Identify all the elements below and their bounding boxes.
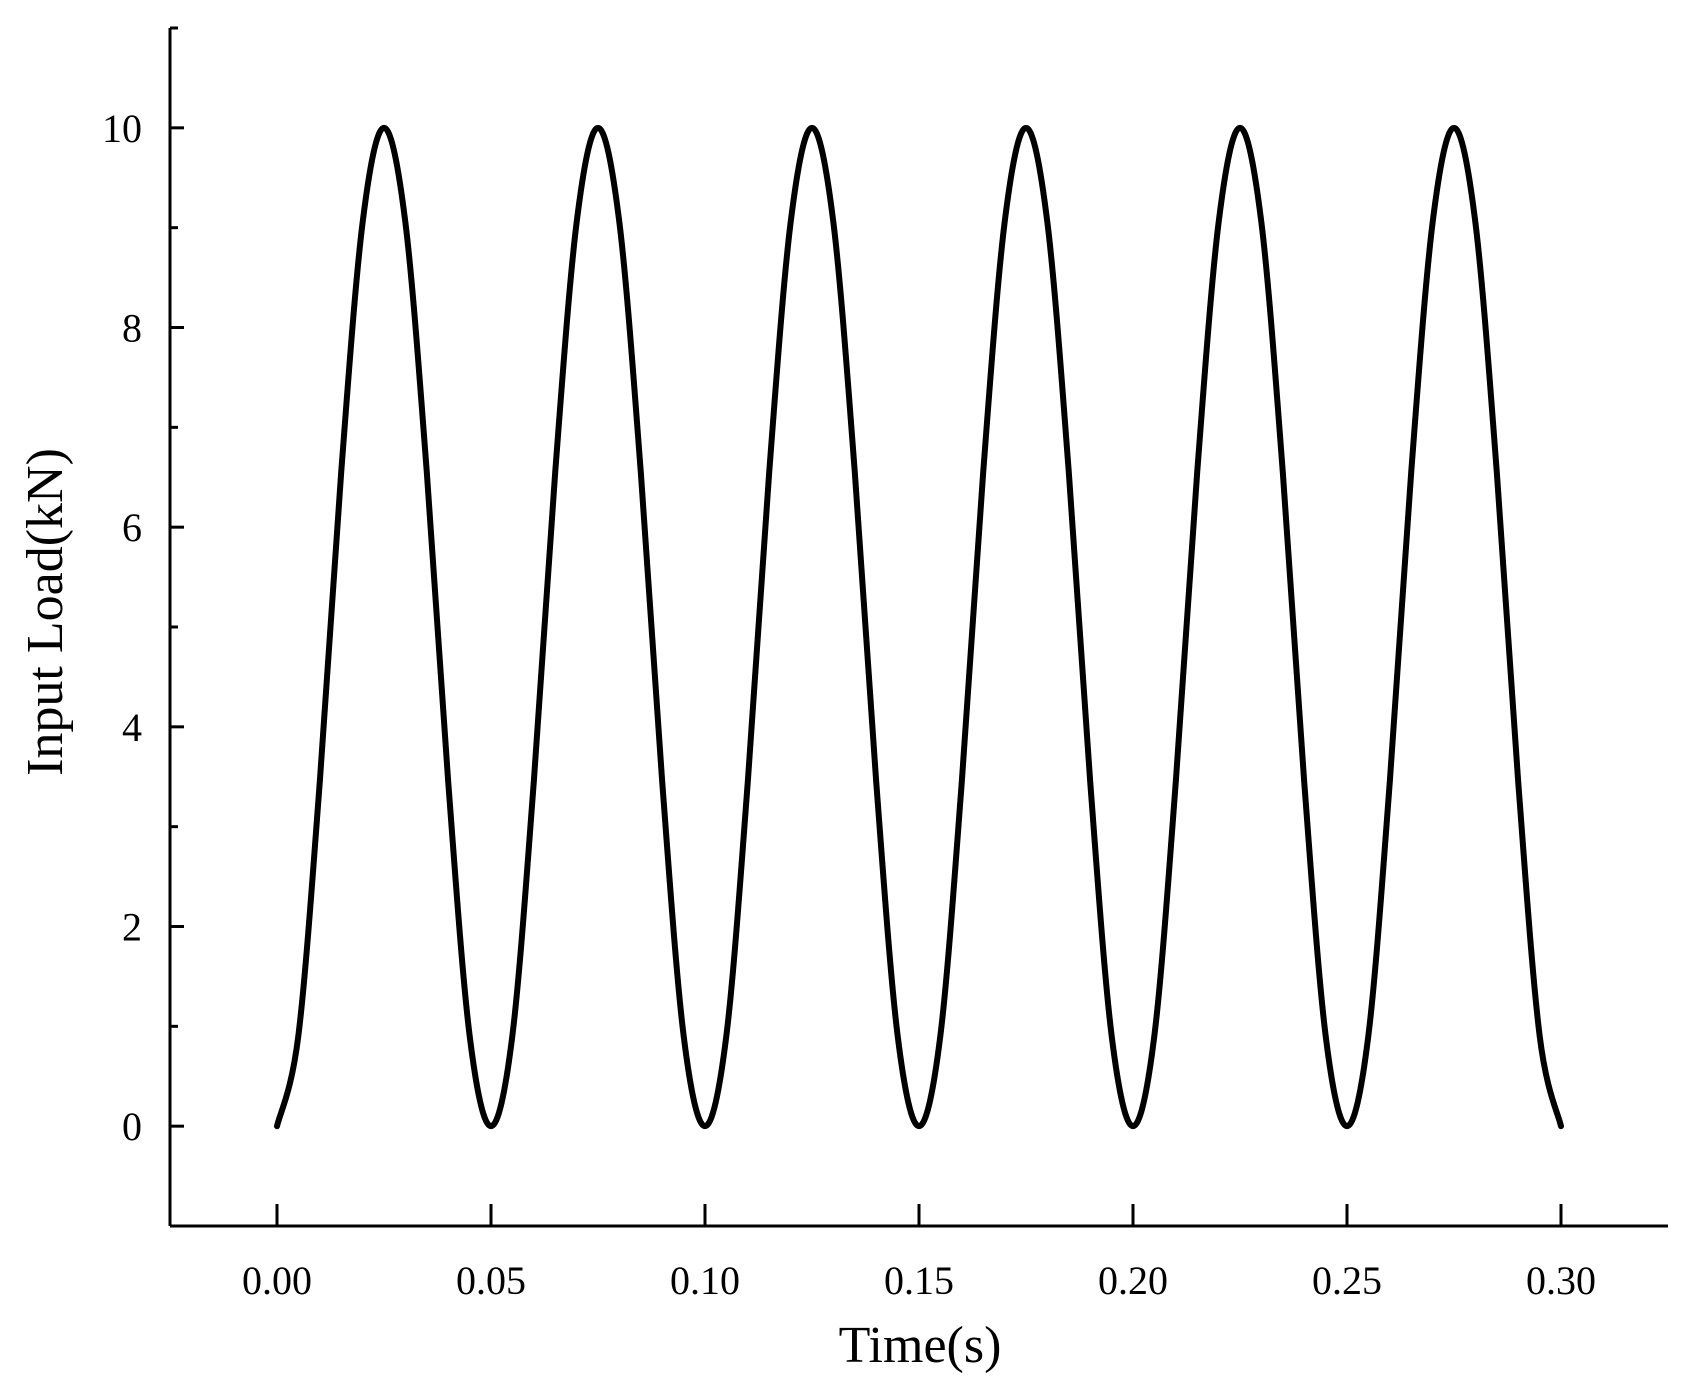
series-layer [274,124,1564,1130]
axes [168,28,1668,1228]
y-tick-label: 2 [122,905,142,950]
x-axis-label: Time(s) [839,1317,1002,1374]
y-tick-label: 0 [122,1104,142,1149]
y-ticks: 0 2 4 6 8 10 [102,26,184,1228]
y-tick-label: 4 [122,705,142,750]
x-tick-label: 0.25 [1312,1258,1382,1303]
x-ticks: 0.00 0.05 0.10 0.15 0.20 0.25 0.30 [242,1204,1596,1303]
x-tick-label: 0.00 [242,1258,312,1303]
x-tick-label: 0.30 [1526,1258,1596,1303]
x-tick-label: 0.20 [1098,1258,1168,1303]
y-axis-label: Input Load(kN) [17,448,74,776]
y-tick-label: 10 [102,106,142,151]
x-tick-label: 0.05 [456,1258,526,1303]
x-tick-label: 0.15 [884,1258,954,1303]
y-tick-label: 8 [122,306,142,351]
x-tick-label: 0.10 [670,1258,740,1303]
series-line [274,124,1564,1130]
y-tick-label: 6 [122,505,142,550]
